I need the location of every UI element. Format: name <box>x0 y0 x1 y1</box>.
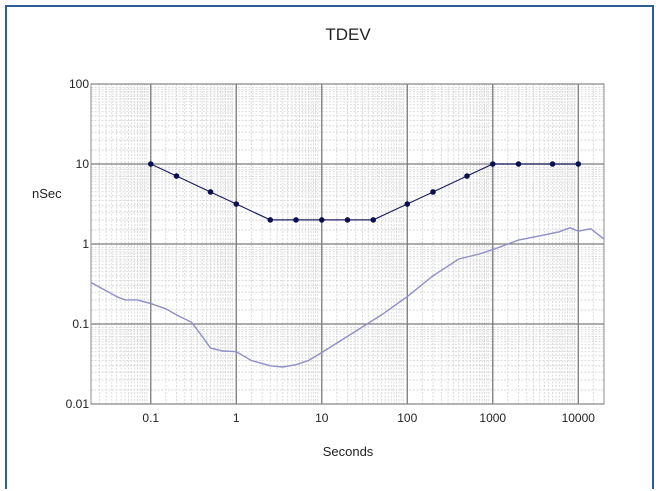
mask-data-point <box>515 161 522 167</box>
mask-data-point <box>233 201 240 207</box>
measured-series-line <box>90 226 605 368</box>
x-tick-label: 100 <box>397 411 417 425</box>
x-tick-label: 1 <box>233 411 240 425</box>
x-tick-labels: 0.1 1 10 100 1000 10000 <box>142 411 595 425</box>
x-tick-label: 10 <box>315 411 329 425</box>
mask-data-point <box>344 217 351 223</box>
minor-grid <box>90 84 605 404</box>
x-tick-label: 0.1 <box>142 411 159 425</box>
series-layer <box>90 161 605 368</box>
x-axis-label: Seconds <box>323 444 374 459</box>
y-tick-labels: 0.01 0.1 1 10 100 <box>66 77 90 411</box>
mask-data-point <box>293 217 299 223</box>
mask-data-point <box>549 161 556 167</box>
y-tick-label: 1 <box>82 237 89 251</box>
mask-data-point <box>575 161 582 167</box>
y-tick-label: 0.1 <box>72 317 89 331</box>
mask-data-point <box>267 217 274 223</box>
mask-data-point <box>207 189 214 195</box>
x-tick-label: 1000 <box>479 411 506 425</box>
chart-frame <box>5 5 654 489</box>
plot-area <box>90 83 605 405</box>
mask-data-point <box>370 217 377 223</box>
mask-data-point <box>464 173 470 179</box>
mask-data-point <box>173 173 180 179</box>
mask-data-point <box>404 201 411 207</box>
mask-data-point <box>489 161 496 167</box>
mask-data-point <box>430 189 436 195</box>
mask-data-point <box>147 161 154 167</box>
mask-data-point <box>318 217 325 223</box>
chart-title: TDEV <box>325 25 371 44</box>
y-tick-label: 10 <box>76 157 90 171</box>
x-tick-label: 10000 <box>562 411 596 425</box>
y-tick-label: 0.01 <box>66 397 90 411</box>
y-tick-label: 100 <box>69 77 89 91</box>
mask-series-line <box>150 163 579 221</box>
y-axis-label: nSec <box>32 186 62 201</box>
